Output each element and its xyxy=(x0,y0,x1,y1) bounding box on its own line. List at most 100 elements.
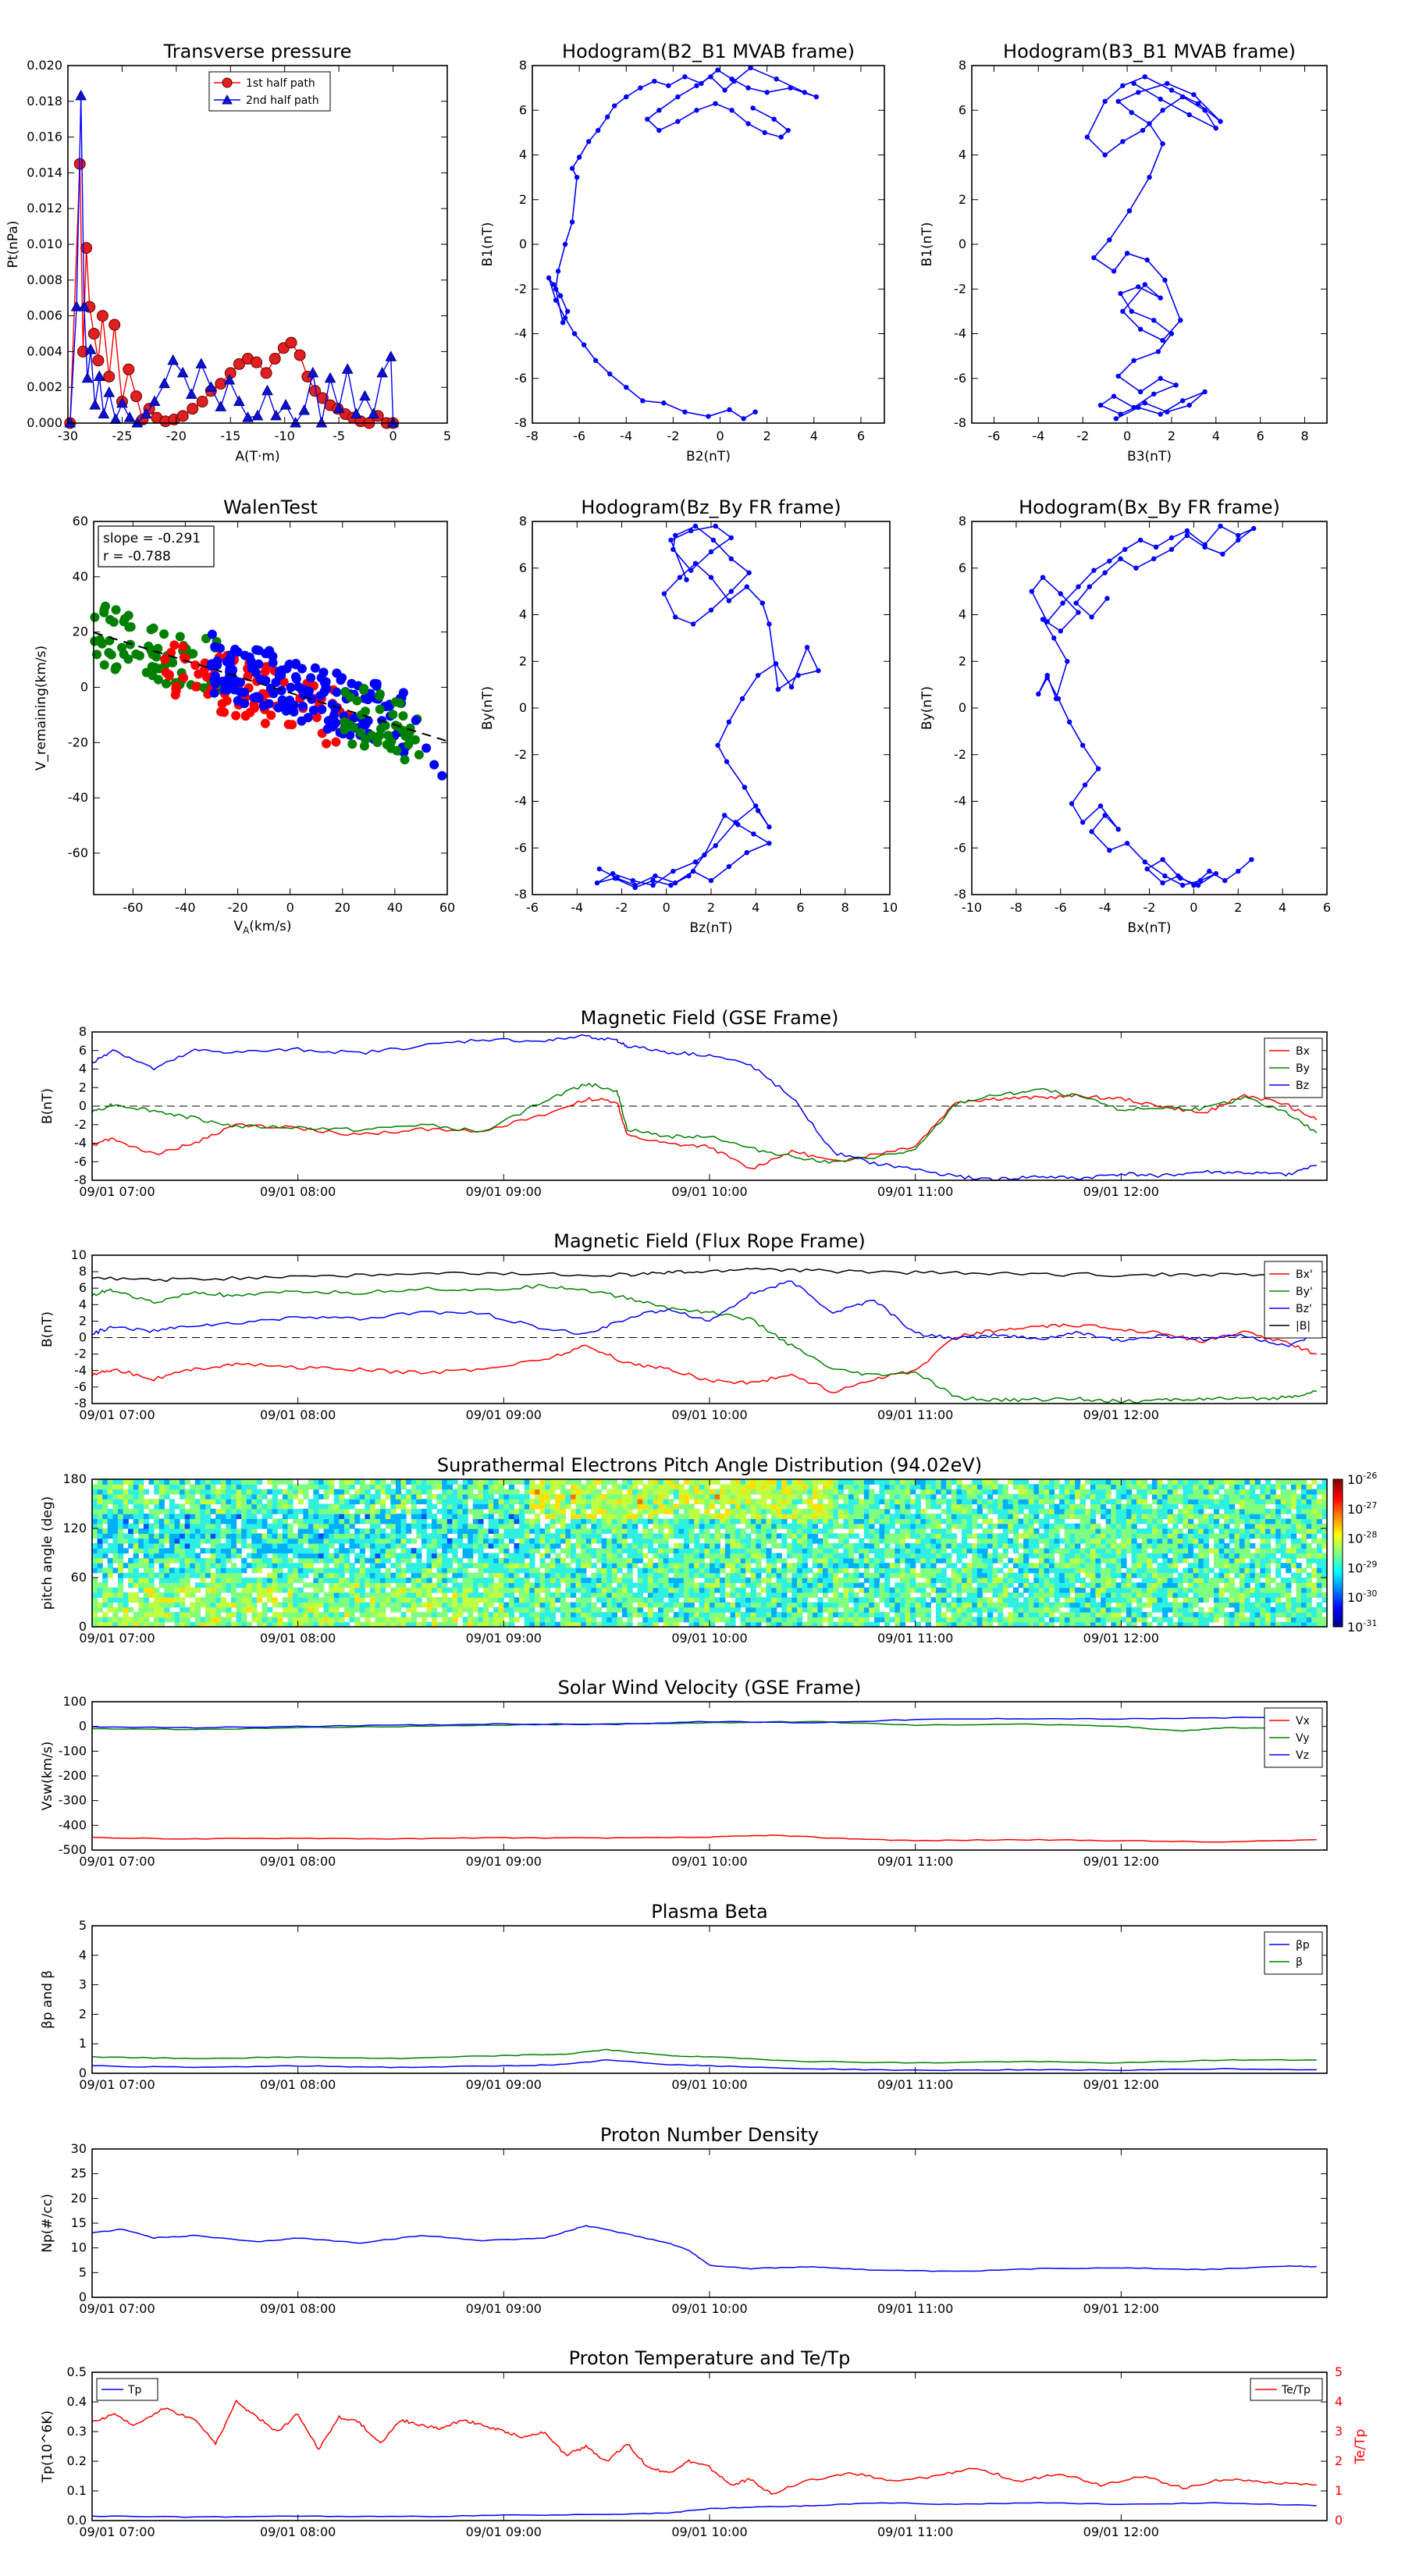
pad-cell xyxy=(158,1548,165,1554)
pad-cell xyxy=(545,1493,551,1500)
pad-cell xyxy=(267,1597,273,1603)
pad-cell xyxy=(138,1617,144,1623)
pad-cell xyxy=(786,1514,793,1519)
pad-cell xyxy=(684,1563,690,1568)
pad-cell xyxy=(169,1499,176,1505)
h3-point xyxy=(804,645,810,650)
pad-cell xyxy=(694,1553,700,1559)
pad-cell xyxy=(714,1548,720,1554)
pt-legend-label-0: 1st half path xyxy=(246,77,315,90)
pad-cell xyxy=(297,1597,304,1603)
pad-cell xyxy=(791,1548,798,1554)
h3-point xyxy=(594,880,600,886)
pad-cell xyxy=(627,1508,633,1514)
pad-cell xyxy=(190,1563,196,1568)
pad-cell xyxy=(220,1533,226,1539)
pad-cell xyxy=(642,1508,649,1514)
pad-cell xyxy=(154,1503,160,1510)
pad-cell xyxy=(143,1612,150,1617)
pad-cell xyxy=(282,1499,289,1505)
pad-cell xyxy=(498,1567,504,1574)
pad-cell xyxy=(581,1523,587,1529)
pad-cell xyxy=(261,1538,268,1544)
pad-cell xyxy=(771,1606,777,1613)
pad-cell xyxy=(323,1606,329,1613)
pad-cell xyxy=(606,1617,613,1623)
pad-cell xyxy=(174,1567,180,1574)
h3-point xyxy=(650,882,656,888)
pad-cell xyxy=(710,1523,716,1529)
pad-cell xyxy=(282,1508,289,1514)
h3-point xyxy=(673,880,678,886)
pad-cell xyxy=(112,1553,119,1559)
pad-cell xyxy=(256,1553,263,1559)
pad-cell xyxy=(688,1533,695,1539)
pad-cell xyxy=(720,1602,726,1608)
h2-xtick-label: -2 xyxy=(1076,429,1089,443)
pad-cell xyxy=(632,1518,638,1525)
pad-cell xyxy=(400,1514,407,1519)
pad-cell xyxy=(174,1528,180,1534)
pad-cell xyxy=(128,1621,134,1628)
pad-cell xyxy=(97,1508,103,1514)
pad-cell xyxy=(118,1489,124,1495)
pad-cell xyxy=(323,1493,329,1500)
pad-cell xyxy=(514,1542,520,1549)
pad-cell xyxy=(704,1572,710,1578)
pad-cell xyxy=(236,1499,242,1505)
h1-point xyxy=(745,85,751,91)
walen-point xyxy=(99,660,109,670)
pad-cell xyxy=(421,1582,428,1589)
pad-cell xyxy=(642,1542,649,1549)
pad-cell xyxy=(148,1499,155,1505)
pad-cell xyxy=(256,1597,263,1603)
pad-cell xyxy=(714,1553,720,1559)
pad-cell xyxy=(97,1592,103,1598)
pad-cell xyxy=(436,1542,443,1549)
pad-cell xyxy=(678,1592,685,1598)
pad-cell xyxy=(585,1514,592,1519)
walen-point xyxy=(171,685,181,696)
pad-cell xyxy=(750,1602,756,1608)
h2-ytick-label: 6 xyxy=(959,102,966,117)
pad-cell xyxy=(658,1606,664,1613)
pad-cell xyxy=(452,1503,458,1510)
h2-point xyxy=(1160,337,1165,343)
pad-cell xyxy=(694,1612,700,1617)
h2-path xyxy=(1086,76,1222,420)
pad-cell xyxy=(180,1567,186,1574)
pad-cell xyxy=(333,1612,340,1617)
pad-cell xyxy=(375,1489,381,1495)
pad-cell xyxy=(791,1523,798,1529)
pad-cell xyxy=(730,1499,736,1505)
pad-cell xyxy=(375,1587,381,1593)
pad-cell xyxy=(688,1557,695,1564)
walen-point xyxy=(276,670,286,680)
pad-cell xyxy=(442,1514,448,1519)
pad-cell xyxy=(369,1602,376,1608)
pad-cell xyxy=(735,1553,742,1559)
pad-cell xyxy=(555,1553,561,1559)
pt-point-triangle xyxy=(350,407,362,419)
pad-cell xyxy=(791,1538,798,1544)
h4-xtick-label: -2 xyxy=(1144,900,1156,915)
pad-cell xyxy=(282,1587,289,1593)
pad-cell xyxy=(781,1602,788,1608)
pad-cell xyxy=(154,1538,160,1544)
pad-cell xyxy=(498,1602,504,1608)
pad-cell xyxy=(617,1597,623,1603)
pad-cell xyxy=(498,1592,504,1598)
pad-cell xyxy=(617,1582,623,1589)
pad-cell xyxy=(745,1612,752,1617)
pad-cell xyxy=(194,1489,201,1495)
pad-cell xyxy=(158,1503,165,1510)
pad-cell xyxy=(452,1548,458,1554)
pad-cell xyxy=(375,1617,381,1623)
pad-cell xyxy=(555,1493,561,1500)
h1-frame xyxy=(532,65,885,424)
pad-cell xyxy=(432,1621,438,1628)
pt-point-triangle xyxy=(315,416,328,428)
pad-cell xyxy=(714,1523,720,1529)
pad-cell xyxy=(688,1587,695,1593)
pad-cell xyxy=(164,1484,170,1490)
